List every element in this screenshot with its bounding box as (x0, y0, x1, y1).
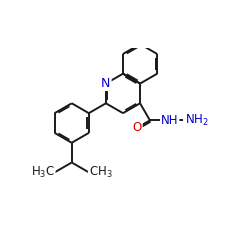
Text: N: N (101, 77, 110, 90)
Text: NH: NH (161, 114, 178, 127)
Text: $\mathsf{H_3C}$: $\mathsf{H_3C}$ (30, 165, 55, 180)
Text: $\mathsf{NH_2}$: $\mathsf{NH_2}$ (186, 113, 210, 128)
Text: O: O (132, 121, 142, 134)
Text: $\mathsf{CH_3}$: $\mathsf{CH_3}$ (89, 165, 112, 180)
